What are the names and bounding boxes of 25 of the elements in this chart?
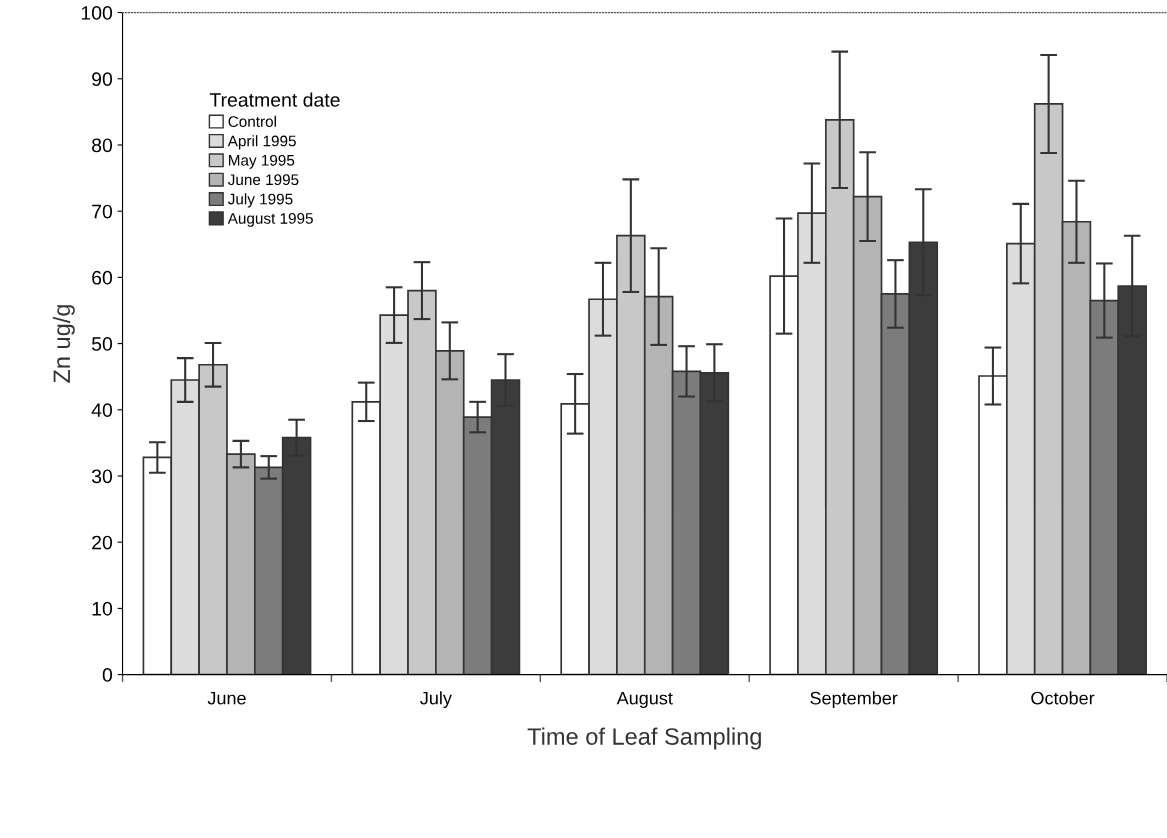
- y-tick-label: 60: [92, 270, 113, 285]
- legend-label: August 1995: [227, 213, 313, 227]
- y-tick-label: 100: [81, 6, 113, 20]
- x-tick-label: July: [420, 691, 452, 709]
- legend-label: Control: [228, 115, 276, 127]
- x-tick-label: October: [1031, 691, 1095, 705]
- x-tick-label: June: [207, 691, 246, 705]
- legend-label: June 1995: [227, 174, 299, 186]
- y-tick-label: 80: [92, 138, 113, 153]
- x-axis-title: Time of Leaf Sampling: [527, 727, 761, 750]
- legend-label: May 1995: [228, 154, 295, 169]
- y-tick-label: 90: [92, 72, 113, 87]
- y-tick-label: 0: [102, 668, 113, 682]
- y-tick-label: 20: [92, 535, 113, 550]
- x-tick-label: August: [616, 691, 673, 709]
- legend-title: Treatment date: [209, 92, 340, 107]
- legend-label: April 1995: [227, 135, 296, 150]
- y-tick-label: 70: [92, 204, 113, 219]
- y-axis-title: Zn ug/g: [52, 305, 75, 383]
- y-tick-label: 40: [91, 403, 113, 418]
- y-tick-label: 10: [92, 601, 113, 616]
- y-tick-label: 50: [91, 337, 113, 351]
- y-tick-label: 30: [91, 469, 113, 484]
- legend-label: July 1995: [227, 193, 293, 208]
- x-tick-label: September: [810, 691, 898, 709]
